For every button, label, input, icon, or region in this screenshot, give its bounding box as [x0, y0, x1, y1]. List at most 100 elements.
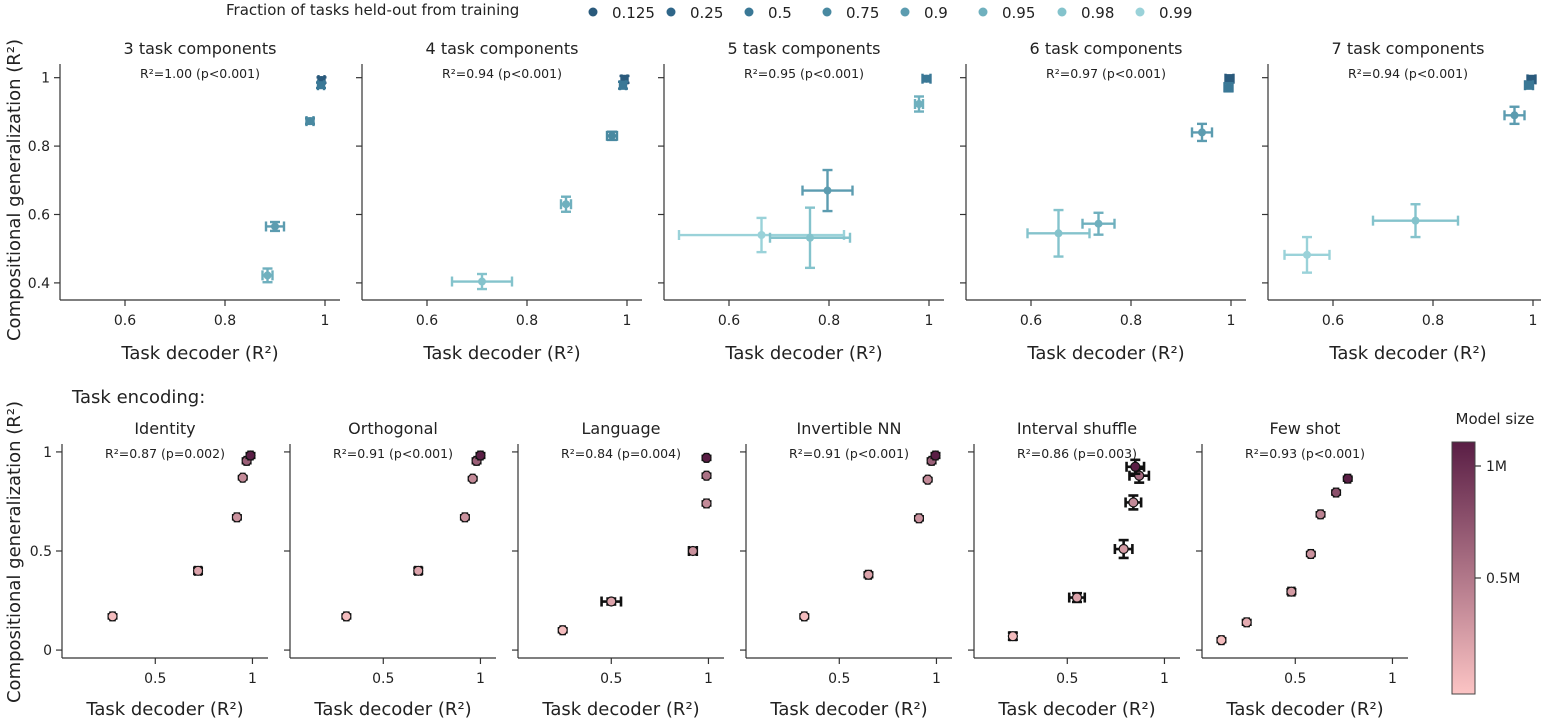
- scatter-marker: [237, 472, 248, 483]
- panel-title: Invertible NN: [797, 419, 902, 438]
- data-point: [913, 95, 925, 113]
- scatter-marker: [863, 569, 874, 580]
- scatter-marker: [1007, 631, 1018, 642]
- panel-title: Language: [582, 419, 661, 438]
- legend-item: 0.99: [1135, 4, 1192, 22]
- legend-label: 0.95: [1002, 4, 1035, 22]
- x-tick-label: 1: [1388, 671, 1397, 687]
- scatter-marker: [1071, 592, 1083, 603]
- r-squared-annotation: R²=0.87 (p=0.002): [105, 446, 225, 461]
- x-tick-label: 1: [704, 671, 713, 687]
- data-point: [1241, 617, 1252, 628]
- scatter-marker: [231, 512, 243, 523]
- scatter-marker: [1198, 128, 1206, 137]
- panel-title: 5 task components: [728, 39, 881, 58]
- scatter-marker: [823, 186, 832, 195]
- x-tick-label: 0.6: [1020, 313, 1042, 329]
- legend-label: 0.25: [690, 4, 723, 22]
- scatter-marker: [459, 512, 471, 523]
- scatter-marker: [1411, 216, 1420, 225]
- scatter-marker: [619, 81, 627, 90]
- panel-6-task-components: 6 task components R²=0.97 (p<0.001) 0.6 0.8…: [960, 39, 1246, 364]
- x-axis-label: Task decoder (R²): [1026, 343, 1184, 364]
- panel-3-task-components: 3 task components R²=1.00 (p<0.001) 0.4 0.6…: [28, 39, 340, 364]
- top-row-y-axis-label: Compositional generalization (R²): [4, 39, 25, 341]
- panel-5-task-components: 5 task components R²=0.95 (p<0.001) 0.6 0.8…: [658, 39, 944, 364]
- colorbar-label-1m: 1M: [1486, 459, 1507, 475]
- scatter-marker: [263, 271, 272, 280]
- x-tick-label: 1: [476, 671, 485, 687]
- scatter-marker: [475, 450, 486, 461]
- data-point: [1523, 80, 1535, 91]
- scatter-marker: [478, 277, 486, 286]
- legend-item: 0.125: [588, 4, 655, 22]
- scatter-marker: [1094, 219, 1103, 228]
- scatter-marker: [271, 222, 279, 231]
- y-tick-label: 1: [41, 71, 50, 87]
- x-tick-label: 0.6: [718, 313, 740, 329]
- legend-label: 0.75: [846, 4, 879, 22]
- data-point: [1007, 631, 1018, 642]
- scatter-marker: [1330, 487, 1342, 498]
- scatter-marker: [557, 625, 568, 636]
- x-tick-label: 0.6: [1322, 313, 1344, 329]
- panel-title: Few shot: [1270, 419, 1341, 438]
- scatter-marker: [608, 131, 616, 140]
- data-point: [459, 512, 471, 523]
- colorbar-gradient: [1451, 441, 1476, 695]
- scatter-marker: [930, 450, 941, 461]
- data-point: [1286, 586, 1297, 597]
- panel-language: Language R²=0.84 (p=0.004) 0.5 1 Task decode…: [512, 419, 724, 720]
- y-tick-label: 0.6: [28, 207, 50, 223]
- data-point: [768, 206, 852, 270]
- panel-7-task-components: 7 task components R²=0.94 (p<0.001) 0.6 0.8…: [1262, 39, 1541, 364]
- r-squared-annotation: R²=0.94 (p<0.001): [442, 66, 562, 81]
- x-axis-label: Task decoder (R²): [997, 699, 1155, 720]
- legend-label: 0.125: [612, 4, 655, 22]
- scatter-marker: [799, 611, 810, 622]
- data-point: [1305, 548, 1316, 560]
- data-point: [1503, 105, 1526, 126]
- data-point: [261, 267, 274, 284]
- data-point: [341, 611, 352, 622]
- data-point: [801, 168, 854, 213]
- scatter-marker: [701, 452, 712, 463]
- data-point: [1190, 122, 1214, 143]
- data-point: [1026, 208, 1091, 258]
- scatter-marker: [1130, 461, 1141, 472]
- scatter-marker: [107, 611, 118, 622]
- data-point: [701, 452, 712, 463]
- r-squared-annotation: R²=0.91 (p<0.001): [333, 446, 453, 461]
- data-point: [1223, 81, 1234, 93]
- data-point: [930, 450, 941, 461]
- scatter-marker: [192, 565, 204, 576]
- x-tick-label: 0.8: [818, 313, 840, 329]
- legend-marker: [1135, 7, 1145, 17]
- x-tick-label: 1: [932, 671, 941, 687]
- y-tick-label: 1: [43, 445, 52, 461]
- data-point: [237, 472, 248, 483]
- scatter-marker: [341, 611, 352, 622]
- scatter-marker: [306, 117, 314, 126]
- legend-marker: [744, 7, 754, 17]
- data-point: [467, 473, 478, 484]
- data-point: [618, 80, 628, 91]
- legend-item: 0.9: [900, 4, 948, 22]
- legend-label: 0.9: [924, 4, 948, 22]
- data-point: [1283, 235, 1331, 274]
- scatter-marker: [913, 513, 925, 524]
- r-squared-annotation: R²=0.95 (p<0.001): [744, 66, 864, 81]
- x-axis-label: Task decoder (R²): [1328, 343, 1486, 364]
- data-point: [231, 512, 243, 523]
- scatter-marker: [806, 233, 814, 242]
- panels: 3 task components R²=1.00 (p<0.001) 0.4 0.6…: [28, 39, 1541, 720]
- data-point: [1125, 458, 1146, 476]
- legend-marker: [588, 7, 598, 17]
- data-point: [863, 569, 874, 580]
- scatter-marker: [922, 74, 931, 83]
- data-point: [413, 565, 424, 576]
- data-point: [450, 272, 514, 291]
- data-point: [701, 498, 712, 509]
- model-size-colorbar: Model size 1M 0.5M: [1451, 410, 1534, 695]
